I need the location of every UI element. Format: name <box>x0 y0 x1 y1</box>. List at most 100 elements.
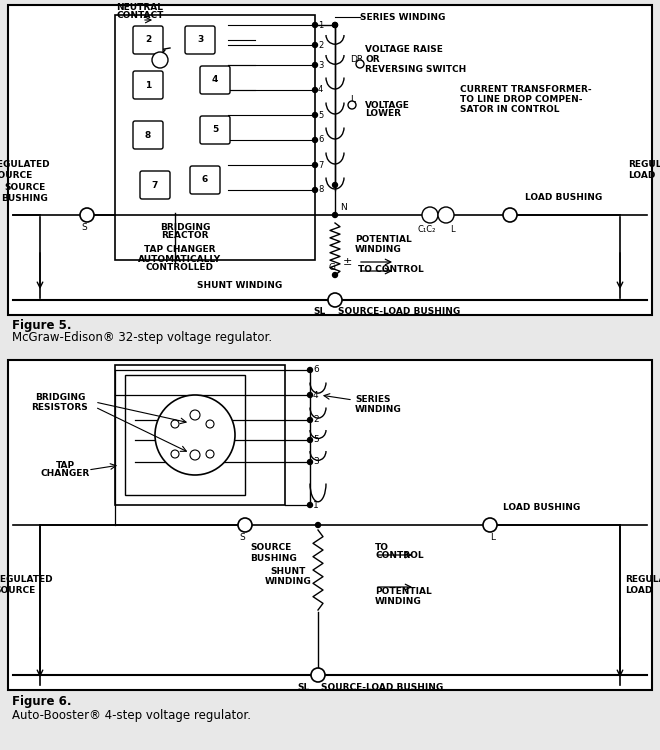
Text: 5: 5 <box>318 110 323 119</box>
Text: CURRENT TRANSFORMER-: CURRENT TRANSFORMER- <box>460 86 591 94</box>
Text: UNREGULATED
SOURCE: UNREGULATED SOURCE <box>0 575 52 595</box>
Text: 3: 3 <box>197 35 203 44</box>
Text: 6: 6 <box>313 365 319 374</box>
Text: SOURCE
BUSHING: SOURCE BUSHING <box>250 543 297 562</box>
Text: CONTROLLED: CONTROLLED <box>146 263 214 272</box>
Circle shape <box>308 460 312 464</box>
Bar <box>115 365 285 505</box>
FancyBboxPatch shape <box>140 171 170 199</box>
Circle shape <box>333 212 337 217</box>
FancyBboxPatch shape <box>185 26 215 54</box>
Text: LOAD BUSHING: LOAD BUSHING <box>503 503 580 512</box>
Text: VOLTAGE RAISE: VOLTAGE RAISE <box>365 46 443 55</box>
Circle shape <box>312 163 317 167</box>
Circle shape <box>155 395 235 475</box>
Circle shape <box>206 420 214 428</box>
Circle shape <box>483 518 497 532</box>
Text: SHUNT: SHUNT <box>271 568 306 577</box>
Text: SERIES: SERIES <box>355 395 391 404</box>
Bar <box>8 5 652 315</box>
Text: AUTOMATICALLY: AUTOMATICALLY <box>139 254 222 263</box>
Circle shape <box>312 88 317 92</box>
Circle shape <box>308 437 312 442</box>
Circle shape <box>238 518 252 532</box>
Text: SOURCE
BUSHING: SOURCE BUSHING <box>1 183 48 203</box>
Circle shape <box>333 22 337 28</box>
Text: S: S <box>239 533 245 542</box>
FancyBboxPatch shape <box>190 166 220 194</box>
Circle shape <box>311 668 325 682</box>
Text: SL: SL <box>313 308 325 316</box>
Text: TO CONTROL: TO CONTROL <box>358 266 424 274</box>
Circle shape <box>171 450 179 458</box>
Circle shape <box>308 418 312 422</box>
Text: REVERSING SWITCH: REVERSING SWITCH <box>365 65 466 74</box>
Text: 7: 7 <box>152 181 158 190</box>
Text: 1: 1 <box>313 500 319 509</box>
Circle shape <box>308 503 312 508</box>
Text: TAP: TAP <box>55 460 75 470</box>
Circle shape <box>308 392 312 398</box>
Text: 1: 1 <box>145 80 151 89</box>
Text: VOLTAGE: VOLTAGE <box>365 100 410 109</box>
Text: CHANGER: CHANGER <box>40 470 90 478</box>
Circle shape <box>333 272 337 278</box>
Circle shape <box>312 62 317 68</box>
Text: 2: 2 <box>145 35 151 44</box>
Text: S: S <box>81 223 87 232</box>
Text: CONTACT: CONTACT <box>116 11 164 20</box>
FancyBboxPatch shape <box>133 121 163 149</box>
Circle shape <box>312 112 317 118</box>
Circle shape <box>190 450 200 460</box>
Text: SATOR IN CONTROL: SATOR IN CONTROL <box>460 106 560 115</box>
Circle shape <box>503 208 517 222</box>
Text: POTENTIAL: POTENTIAL <box>355 236 412 244</box>
Circle shape <box>80 208 94 222</box>
Text: 2: 2 <box>313 416 319 424</box>
Text: TO LINE DROP COMPEN-: TO LINE DROP COMPEN- <box>460 95 583 104</box>
Text: 8: 8 <box>318 185 323 194</box>
Text: SOURCE-LOAD BUSHING: SOURCE-LOAD BUSHING <box>321 682 444 692</box>
Circle shape <box>333 22 337 28</box>
Text: 3: 3 <box>313 458 319 466</box>
Text: SL: SL <box>297 682 309 692</box>
Text: REGULATED
LOAD: REGULATED LOAD <box>625 575 660 595</box>
Circle shape <box>328 293 342 307</box>
Text: Auto-Booster® 4-step voltage regulator.: Auto-Booster® 4-step voltage regulator. <box>12 709 251 722</box>
Circle shape <box>312 188 317 193</box>
Text: McGraw-Edison® 32-step voltage regulator.: McGraw-Edison® 32-step voltage regulator… <box>12 331 272 344</box>
Text: POTENTIAL: POTENTIAL <box>375 587 432 596</box>
Text: 6: 6 <box>202 176 208 184</box>
Circle shape <box>356 60 364 68</box>
Text: WINDING: WINDING <box>355 404 402 413</box>
Text: L: L <box>350 95 356 104</box>
Circle shape <box>312 137 317 142</box>
Text: REGULATED
LOAD: REGULATED LOAD <box>628 160 660 180</box>
Text: TO: TO <box>375 544 389 553</box>
Text: WINDING: WINDING <box>355 244 402 254</box>
Text: LOWER: LOWER <box>365 109 401 118</box>
Text: 2: 2 <box>318 40 323 50</box>
Text: OR: OR <box>365 56 379 64</box>
Text: C₁C₂: C₁C₂ <box>418 224 436 233</box>
Text: BRIDGING: BRIDGING <box>160 223 210 232</box>
Text: NEUTRAL: NEUTRAL <box>117 4 164 13</box>
Text: 5: 5 <box>212 125 218 134</box>
Text: 7: 7 <box>318 160 323 170</box>
Circle shape <box>312 43 317 47</box>
Bar <box>8 360 652 690</box>
Circle shape <box>348 101 356 109</box>
Text: N: N <box>340 202 347 211</box>
Bar <box>115 15 315 260</box>
Circle shape <box>422 207 438 223</box>
Text: 4: 4 <box>318 86 323 94</box>
Text: Figure 5.: Figure 5. <box>12 319 71 332</box>
Text: WINDING: WINDING <box>265 577 312 586</box>
Text: L: L <box>490 533 496 542</box>
Text: 8: 8 <box>145 130 151 140</box>
Text: REACTOR: REACTOR <box>161 230 209 239</box>
Text: SERIES WINDING: SERIES WINDING <box>360 13 446 22</box>
FancyBboxPatch shape <box>200 116 230 144</box>
Text: BRIDGING: BRIDGING <box>35 394 85 403</box>
Text: L: L <box>449 224 454 233</box>
